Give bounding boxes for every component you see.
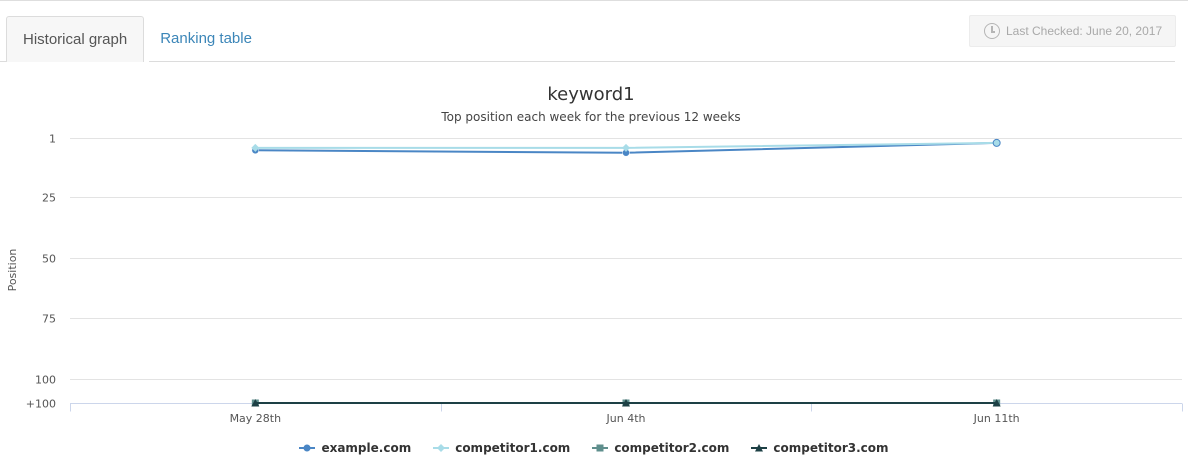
y-axis-title: Position [6, 249, 19, 292]
x-tick-label: May 28th [230, 412, 282, 425]
legend-item[interactable]: competitor2.com [592, 441, 729, 455]
legend-symbol [299, 444, 316, 452]
x-tick-label: Jun 11th [973, 412, 1020, 425]
legend-label: competitor2.com [614, 441, 730, 455]
last-checked-text: Last Checked: June 20, 2017 [1006, 24, 1163, 38]
x-tick-label: Jun 4th [606, 412, 646, 425]
y-tick-label: 100 [35, 374, 56, 387]
chart-legend: example.com competitor1.com competitor2.co… [0, 441, 1188, 455]
top-divider [0, 0, 1188, 1]
legend-item[interactable]: competitor3.com [751, 441, 889, 455]
legend-symbol [433, 444, 450, 452]
legend-label: competitor3.com [773, 441, 889, 455]
data-point [251, 399, 260, 407]
data-point [992, 138, 1001, 147]
tab-ranking-table[interactable]: Ranking table [160, 30, 252, 47]
tab-divider [149, 61, 1175, 62]
last-checked-badge: Last Checked: June 20, 2017 [969, 15, 1176, 47]
chart-subtitle: Top position each week for the previous … [441, 110, 741, 124]
legend-item[interactable]: competitor1.com [433, 441, 570, 455]
legend-label: competitor1.com [455, 441, 571, 455]
clock-icon [984, 23, 1000, 39]
y-tick-label: 25 [42, 192, 56, 205]
position-chart: 1 25 50 75 100 +100 May 28th Jun 4th Jun 11th Pos… [6, 133, 1183, 425]
chart-title: keyword1 [547, 84, 635, 105]
data-point [622, 143, 630, 152]
legend-symbol [751, 444, 768, 452]
tab-historical-graph[interactable]: Historical graph [6, 16, 145, 62]
data-point [251, 143, 260, 152]
y-tick-label: 50 [42, 253, 56, 266]
y-tick-label: +100 [26, 398, 56, 411]
legend-label: example.com [321, 441, 412, 455]
legend-item[interactable]: example.com [299, 441, 411, 455]
legend-symbol [592, 444, 609, 452]
tab-divider-left [0, 61, 6, 62]
data-point [992, 399, 1001, 407]
tab-bar: Historical graph Ranking table [6, 16, 268, 62]
data-point [622, 399, 630, 407]
y-tick-label: 1 [49, 133, 56, 146]
y-tick-label: 75 [42, 313, 56, 326]
